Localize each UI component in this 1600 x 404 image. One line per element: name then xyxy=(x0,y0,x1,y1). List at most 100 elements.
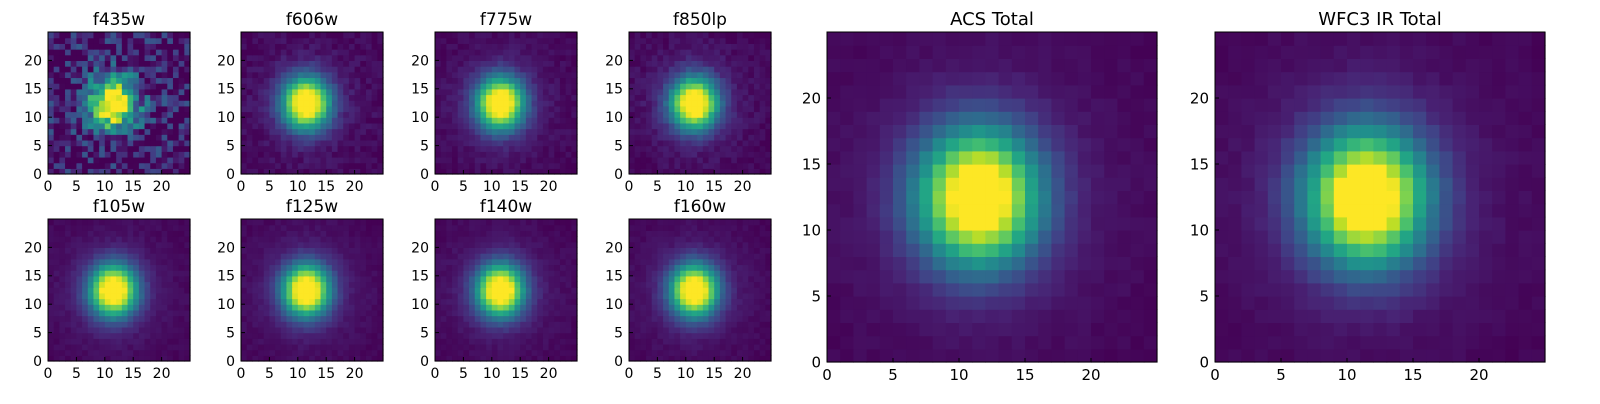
heatmap-cell xyxy=(680,134,686,140)
heatmap-cell xyxy=(321,276,327,282)
heatmap-cell xyxy=(726,117,732,123)
heatmap-cell xyxy=(526,49,532,55)
heatmap-cell xyxy=(480,106,486,112)
heatmap-cell xyxy=(65,247,71,253)
heatmap-cell xyxy=(441,304,447,310)
heatmap-cell xyxy=(360,157,366,163)
heatmap-cell xyxy=(286,350,292,356)
heatmap-cell xyxy=(179,106,185,112)
heatmap-cell xyxy=(469,55,475,61)
heatmap-cell xyxy=(133,66,139,72)
heatmap-cell xyxy=(321,55,327,61)
heatmap-cell xyxy=(509,163,515,169)
heatmap-cell xyxy=(65,333,71,339)
heatmap-cell xyxy=(497,89,503,95)
heatmap-cell xyxy=(748,112,754,118)
heatmap-cell xyxy=(480,316,486,322)
heatmap-cell xyxy=(156,350,162,356)
heatmap-cell xyxy=(82,276,88,282)
heatmap-cell xyxy=(286,310,292,316)
heatmap-cell xyxy=(458,72,464,78)
heatmap-cell xyxy=(281,123,287,129)
heatmap-cell xyxy=(292,146,298,152)
heatmap-cell xyxy=(366,236,372,242)
heatmap-cell xyxy=(560,299,566,305)
heatmap-cell xyxy=(162,43,168,49)
heatmap-cell xyxy=(179,94,185,100)
heatmap-cell xyxy=(167,157,173,163)
heatmap-cell xyxy=(674,112,680,118)
heatmap-cell xyxy=(629,43,635,49)
heatmap-cell xyxy=(452,327,458,333)
heatmap-cell xyxy=(463,163,469,169)
heatmap-cell xyxy=(549,134,555,140)
heatmap-cell xyxy=(360,299,366,305)
heatmap-cell xyxy=(105,151,111,157)
heatmap-cell xyxy=(566,112,572,118)
heatmap-cell xyxy=(469,236,475,242)
heatmap-cell xyxy=(76,276,82,282)
heatmap-cell xyxy=(281,140,287,146)
heatmap-cell xyxy=(309,327,315,333)
heatmap-cell xyxy=(663,338,669,344)
heatmap-cell xyxy=(150,299,156,305)
heatmap-cell xyxy=(635,60,641,66)
heatmap-cell xyxy=(726,77,732,83)
heatmap-cell xyxy=(269,49,275,55)
heatmap-cell xyxy=(703,299,709,305)
heatmap-cell xyxy=(264,225,270,231)
heatmap-cell xyxy=(635,287,641,293)
heatmap-cell xyxy=(292,140,298,146)
heatmap-cell xyxy=(150,333,156,339)
heatmap-cell xyxy=(726,151,732,157)
heatmap-cell xyxy=(743,321,749,327)
heatmap-cell xyxy=(697,310,703,316)
x-tick-label: 20 xyxy=(153,366,171,382)
heatmap-cell xyxy=(82,106,88,112)
heatmap-cell xyxy=(99,247,105,253)
heatmap-cell xyxy=(635,55,641,61)
heatmap-cell xyxy=(71,100,77,106)
heatmap-cell xyxy=(731,163,737,169)
heatmap-cell xyxy=(315,83,321,89)
heatmap-cell xyxy=(674,89,680,95)
heatmap-cell xyxy=(737,293,743,299)
heatmap-cell xyxy=(303,310,309,316)
heatmap-cell xyxy=(258,49,264,55)
heatmap-cell xyxy=(697,72,703,78)
heatmap-cell xyxy=(629,287,635,293)
heatmap-cell xyxy=(258,276,264,282)
heatmap-cells xyxy=(48,32,191,175)
heatmap-cell xyxy=(360,106,366,112)
heatmap-cell xyxy=(298,310,304,316)
heatmap-cell xyxy=(566,66,572,72)
heatmap-cell xyxy=(247,264,253,270)
heatmap-cell xyxy=(71,123,77,129)
heatmap-cell xyxy=(110,49,116,55)
heatmap-cell xyxy=(65,94,71,100)
heatmap-cell xyxy=(292,242,298,248)
heatmap-cell xyxy=(714,264,720,270)
heatmap-cell xyxy=(332,49,338,55)
heatmap-cell xyxy=(247,327,253,333)
heatmap-cell xyxy=(349,112,355,118)
heatmap-cell xyxy=(71,55,77,61)
heatmap-cell xyxy=(515,43,521,49)
heatmap-cell xyxy=(475,134,481,140)
heatmap-cell xyxy=(76,270,82,276)
heatmap-cell xyxy=(560,123,566,129)
heatmap-cell xyxy=(372,236,378,242)
heatmap-cell xyxy=(133,338,139,344)
heatmap-cell xyxy=(59,281,65,287)
heatmap-cell xyxy=(326,49,332,55)
heatmap-cell xyxy=(321,344,327,350)
heatmap-cell xyxy=(526,140,532,146)
x-tick-label: 0 xyxy=(625,179,634,195)
heatmap-cell xyxy=(88,264,94,270)
heatmap-cell xyxy=(480,264,486,270)
heatmap-cell xyxy=(150,247,156,253)
heatmap-cell xyxy=(105,259,111,265)
heatmap-cell xyxy=(515,123,521,129)
heatmap-cell xyxy=(537,146,543,152)
heatmap-cell xyxy=(452,230,458,236)
